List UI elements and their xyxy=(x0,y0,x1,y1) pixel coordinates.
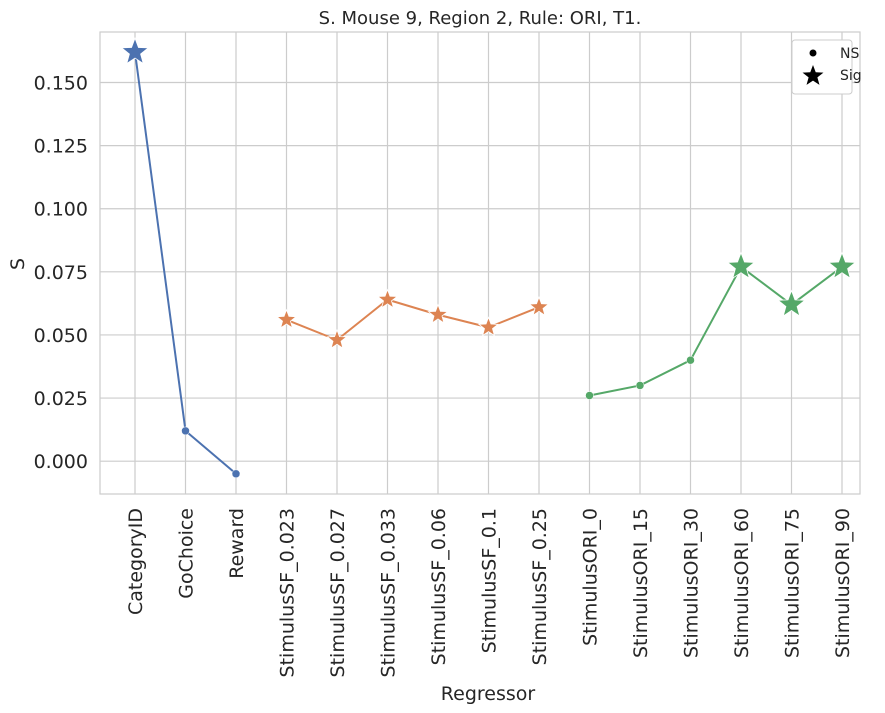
sig-star-marker xyxy=(777,289,806,317)
x-axis-label: Regressor xyxy=(441,683,536,705)
ns-dot-marker xyxy=(635,381,645,390)
x-tick-label: StimulusORI_15 xyxy=(630,508,652,658)
x-tick-label: StimulusORI_60 xyxy=(731,508,753,658)
y-tick-label: 0.125 xyxy=(34,136,88,158)
y-tick-label: 0.075 xyxy=(34,262,88,284)
x-tick-label: Reward xyxy=(226,508,248,579)
legend-label: Sig xyxy=(840,68,862,84)
ns-dot-marker xyxy=(181,426,190,436)
x-tick-label: CategoryID xyxy=(125,508,147,615)
series-line xyxy=(589,265,843,397)
chart-title: S. Mouse 9, Region 2, Rule: ORI, T1. xyxy=(319,8,642,29)
sig-star-marker xyxy=(275,308,298,329)
x-tick-label: StimulusORI_30 xyxy=(681,508,703,658)
x-tick-label: StimulusSF_0.1 xyxy=(479,508,501,653)
x-tick-labels: CategoryID GoChoice Reward StimulusSF_0.023… xyxy=(125,508,854,677)
sig-star-marker xyxy=(477,316,500,337)
legend-box xyxy=(791,39,853,95)
x-tick-label: StimulusORI_90 xyxy=(832,508,854,658)
x-tick-label: StimulusORI_0 xyxy=(580,508,602,646)
legend-label: NS xyxy=(840,46,859,62)
y-tick-label: 0.000 xyxy=(34,451,88,473)
series-layer xyxy=(120,37,857,479)
sig-star-marker xyxy=(120,37,150,65)
y-tick-label: 0.150 xyxy=(34,72,88,94)
sig-star-marker xyxy=(376,288,399,309)
sig-star-marker xyxy=(827,251,857,280)
x-tick-label: StimulusSF_0.027 xyxy=(327,508,349,677)
x-tick-label: GoChoice xyxy=(176,508,198,599)
legend: NS Sig xyxy=(791,39,862,95)
sig-star-marker xyxy=(427,303,449,324)
y-tick-label: 0.050 xyxy=(34,325,88,347)
sig-star-marker xyxy=(726,251,756,280)
legend-dot-marker xyxy=(809,49,817,57)
y-axis-label: S xyxy=(7,258,29,270)
sig-star-marker xyxy=(326,328,348,350)
y-tick-label: 0.100 xyxy=(34,199,88,221)
ns-dot-marker xyxy=(686,355,695,365)
x-tick-label: StimulusSF_0.023 xyxy=(277,508,299,677)
ns-dot-marker xyxy=(585,391,594,400)
series-1 xyxy=(120,37,241,479)
series-3 xyxy=(585,251,857,400)
y-tick-label: 0.025 xyxy=(34,388,88,410)
x-tick-label: StimulusORI_75 xyxy=(782,508,804,658)
series-2 xyxy=(275,288,550,350)
y-tick-labels: 0.000 0.025 0.050 0.075 0.100 0.125 0.150 xyxy=(34,72,88,473)
x-tick-label: StimulusSF_0.06 xyxy=(428,508,450,665)
sig-star-marker xyxy=(528,296,550,317)
legend-star-marker xyxy=(802,65,824,85)
x-tick-label: StimulusSF_0.25 xyxy=(529,508,551,665)
x-tick-label: StimulusSF_0.033 xyxy=(378,508,400,677)
legend-entries: NS Sig xyxy=(802,46,862,85)
plot-frame xyxy=(99,31,861,495)
ns-dot-marker xyxy=(231,469,241,479)
